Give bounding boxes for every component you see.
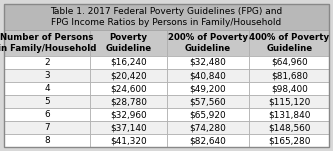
Text: 6: 6 — [44, 110, 50, 119]
Bar — [90, 121, 166, 134]
Bar — [249, 56, 329, 69]
Bar — [4, 56, 90, 69]
Text: 4: 4 — [44, 84, 50, 93]
Text: 400% of Poverty
Guideline: 400% of Poverty Guideline — [249, 33, 329, 53]
Text: $32,960: $32,960 — [110, 110, 147, 119]
Bar — [4, 121, 90, 134]
Text: 5: 5 — [44, 97, 50, 106]
Text: $65,920: $65,920 — [189, 110, 226, 119]
Bar — [90, 134, 166, 147]
Text: Table 1. 2017 Federal Poverty Guidelines (FPG) and
FPG Income Ratios by Persons : Table 1. 2017 Federal Poverty Guidelines… — [50, 7, 283, 27]
Bar — [249, 69, 329, 82]
Text: $49,200: $49,200 — [189, 84, 226, 93]
Bar — [249, 95, 329, 108]
Text: $115,120: $115,120 — [268, 97, 310, 106]
Bar — [90, 95, 166, 108]
Bar — [166, 69, 249, 82]
Text: 200% of Poverty
Guideline: 200% of Poverty Guideline — [168, 33, 248, 53]
Bar — [166, 56, 249, 69]
Text: 3: 3 — [44, 71, 50, 80]
Text: 7: 7 — [44, 123, 50, 132]
Bar — [166, 134, 249, 147]
Bar — [249, 82, 329, 95]
Text: $148,560: $148,560 — [268, 123, 310, 132]
Text: $74,280: $74,280 — [189, 123, 226, 132]
Text: Poverty
Guideline: Poverty Guideline — [105, 33, 152, 53]
Text: Number of Persons
in Family/Household: Number of Persons in Family/Household — [0, 33, 96, 53]
Bar — [166, 121, 249, 134]
Text: $131,840: $131,840 — [268, 110, 310, 119]
Bar — [90, 30, 166, 56]
Bar — [4, 30, 90, 56]
Text: $81,680: $81,680 — [271, 71, 308, 80]
Bar — [249, 108, 329, 121]
Text: $16,240: $16,240 — [110, 58, 147, 67]
Bar — [4, 82, 90, 95]
Bar — [249, 121, 329, 134]
Text: $57,560: $57,560 — [189, 97, 226, 106]
Text: 2: 2 — [44, 58, 50, 67]
Text: $98,400: $98,400 — [271, 84, 308, 93]
Bar — [4, 108, 90, 121]
Bar — [4, 95, 90, 108]
Bar — [4, 134, 90, 147]
Bar — [166, 108, 249, 121]
Text: $40,840: $40,840 — [189, 71, 226, 80]
Text: $24,600: $24,600 — [110, 84, 147, 93]
Bar — [90, 56, 166, 69]
Bar — [4, 69, 90, 82]
Bar — [90, 108, 166, 121]
Text: $28,780: $28,780 — [110, 97, 147, 106]
Bar — [166, 82, 249, 95]
Bar — [249, 134, 329, 147]
Bar — [90, 69, 166, 82]
Text: $165,280: $165,280 — [268, 136, 310, 145]
Text: $32,480: $32,480 — [189, 58, 226, 67]
Text: 8: 8 — [44, 136, 50, 145]
Text: $41,320: $41,320 — [110, 136, 147, 145]
Bar — [166, 30, 249, 56]
Text: $37,140: $37,140 — [110, 123, 147, 132]
Text: $82,640: $82,640 — [189, 136, 226, 145]
Bar — [4, 4, 329, 30]
Bar — [249, 30, 329, 56]
Text: $64,960: $64,960 — [271, 58, 307, 67]
Bar — [90, 82, 166, 95]
Bar — [166, 95, 249, 108]
Text: $20,420: $20,420 — [110, 71, 147, 80]
